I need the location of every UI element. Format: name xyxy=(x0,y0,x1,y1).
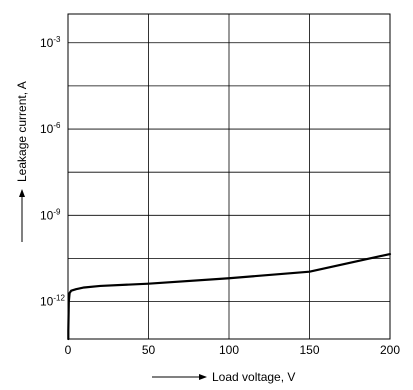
x-axis-title: Load voltage, V xyxy=(152,370,295,384)
series-group xyxy=(67,252,392,341)
x-tick-labels: 0 50 100 150 200 xyxy=(65,343,401,357)
x-axis-label: Load voltage, V xyxy=(212,370,295,384)
y-tick-label-2: 10-9 xyxy=(40,207,61,222)
x-tick-label-0: 0 xyxy=(65,343,72,357)
y-tick-label-0: 10-3 xyxy=(40,35,61,50)
grid-lines xyxy=(67,14,391,339)
x-tick-label-3: 150 xyxy=(299,343,319,357)
y-tick-labels: 10-3 10-6 10-9 10-12 xyxy=(40,35,65,309)
plot-frame xyxy=(67,13,391,340)
series-line-0 xyxy=(67,252,392,341)
y-axis-label: Leakage current, A xyxy=(15,81,29,182)
y-tick-label-3: 10-12 xyxy=(40,294,65,309)
x-tick-label-4: 200 xyxy=(380,343,400,357)
y-tick-label-1: 10-6 xyxy=(40,121,61,136)
x-tick-label-2: 100 xyxy=(219,343,239,357)
y-axis-title: Leakage current, A xyxy=(15,81,29,242)
x-tick-label-1: 50 xyxy=(142,343,156,357)
